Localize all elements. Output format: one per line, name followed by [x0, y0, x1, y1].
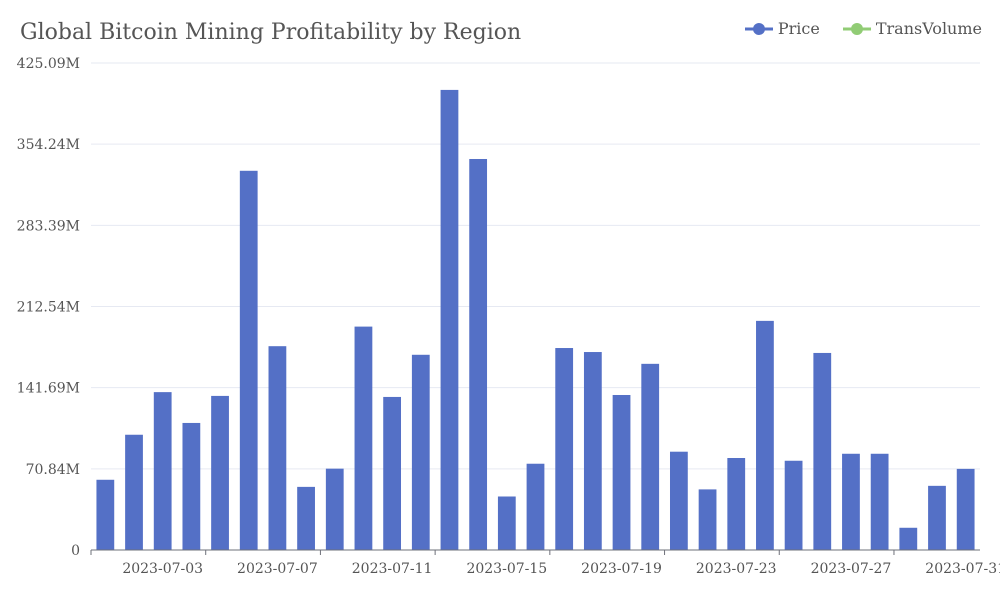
grid-lines [91, 62, 980, 470]
bar[interactable] [325, 468, 344, 550]
bar[interactable] [842, 453, 860, 550]
bar[interactable] [612, 394, 631, 550]
bar[interactable] [526, 463, 545, 550]
y-axis-tick-labels: 0 70.84M 141.69M 212.54M 283.39M 354.24M 425.0… [17, 56, 80, 559]
legend-item-transvolume[interactable]: TransVolume [842, 19, 982, 38]
bar[interactable] [354, 326, 373, 550]
bar[interactable] [153, 392, 172, 550]
x-tick-label: 2023-07-07 [237, 561, 318, 577]
y-tick-label: 0 [71, 543, 80, 559]
chart-title: Global Bitcoin Mining Profitability by R… [20, 20, 522, 45]
bar[interactable] [182, 422, 201, 550]
bar[interactable] [698, 489, 717, 550]
legend-marker-transvolume-icon [842, 22, 871, 35]
bar[interactable] [784, 460, 803, 550]
bar[interactable] [899, 527, 918, 550]
bar[interactable] [641, 363, 660, 550]
bar[interactable] [583, 352, 602, 550]
legend-item-price[interactable]: Price [744, 19, 820, 38]
y-tick-label: 70.84M [26, 462, 80, 478]
x-tick-label: 2023-07-15 [466, 561, 547, 577]
y-tick-label: 425.09M [17, 56, 80, 72]
bar[interactable] [756, 320, 774, 550]
bar[interactable] [268, 346, 287, 550]
legend-label-price: Price [777, 19, 820, 38]
bar[interactable] [96, 479, 115, 550]
bar[interactable] [870, 453, 889, 550]
bar[interactable] [813, 352, 832, 550]
bar[interactable] [727, 458, 746, 550]
x-tick-label: 2023-07-19 [581, 561, 662, 577]
legend-label-transvolume: TransVolume [875, 19, 982, 38]
bar[interactable] [555, 348, 574, 550]
bar[interactable] [956, 468, 975, 550]
x-axis: 2023-07-03 2023-07-07 2023-07-11 2023-07-15… [90, 549, 1000, 577]
bar[interactable] [411, 354, 430, 550]
x-tick-label: 2023-07-03 [122, 561, 203, 577]
y-tick-label: 354.24M [17, 137, 80, 153]
bar[interactable] [440, 89, 459, 551]
bar[interactable] [239, 170, 258, 550]
bar[interactable] [669, 451, 688, 550]
y-tick-label: 212.54M [17, 300, 80, 316]
bar[interactable] [928, 485, 946, 550]
x-tick-label: 2023-07-23 [696, 561, 777, 577]
legend: Price TransVolume [744, 19, 982, 38]
bar[interactable] [383, 396, 402, 550]
legend-marker-price-icon [744, 22, 773, 35]
bar[interactable] [297, 486, 315, 550]
x-tick-label: 2023-07-27 [811, 561, 892, 577]
bars [96, 89, 975, 551]
bar[interactable] [497, 496, 516, 550]
bar[interactable] [211, 395, 229, 550]
x-tick-label: 2023-07-11 [352, 561, 433, 577]
y-tick-label: 283.39M [17, 218, 80, 234]
bar[interactable] [125, 434, 143, 550]
bar[interactable] [469, 158, 488, 550]
y-tick-label: 141.69M [17, 381, 80, 397]
x-tick-label: 2023-07-31 [925, 561, 1000, 577]
